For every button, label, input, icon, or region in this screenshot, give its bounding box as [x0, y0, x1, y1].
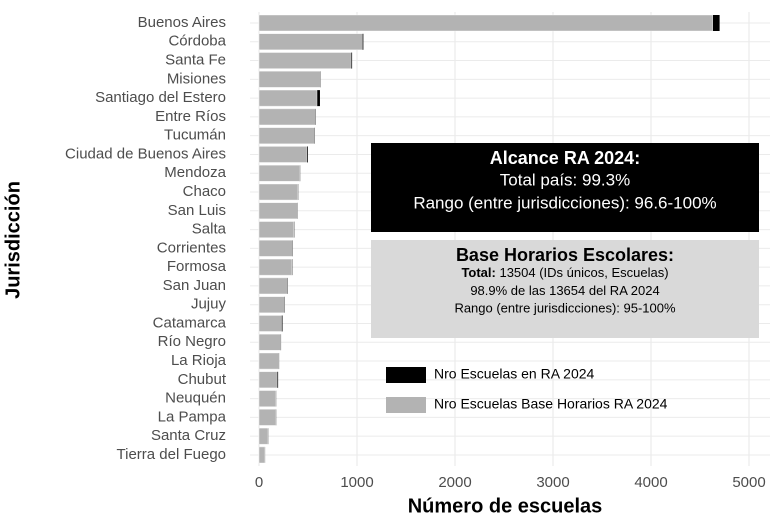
bar — [258, 71, 321, 88]
x-tick-label: 0 — [255, 474, 263, 491]
y-tick-label: Santa Fe — [165, 52, 226, 69]
x-tick-label: 1000 — [340, 474, 373, 491]
annotation-line: Rango (entre jurisdicciones): 95-100% — [454, 300, 676, 315]
y-tick-label: Chubut — [178, 371, 227, 388]
bar — [258, 146, 308, 163]
y-tick-label: San Juan — [163, 277, 226, 294]
bar — [258, 240, 293, 257]
y-tick-label: Santiago del Estero — [95, 89, 226, 106]
legend-label: Nro Escuelas en RA 2024 — [434, 366, 595, 382]
y-tick-label: Formosa — [167, 258, 227, 275]
bar — [258, 427, 269, 445]
y-tick-label: Santa Cruz — [151, 427, 226, 444]
legend-key — [386, 397, 426, 413]
y-tick-label: Tucumán — [164, 127, 226, 144]
annotation-line: 98.9% de las 13654 del RA 2024 — [470, 283, 659, 298]
annotation-title: Base Horarios Escolares: — [456, 245, 674, 265]
bar — [258, 371, 278, 389]
y-tick-label: Tierra del Fuego — [117, 446, 227, 463]
y-tick-label: Jujuy — [191, 296, 227, 313]
annotation-line: Total país: 99.3% — [500, 170, 630, 189]
x-tick-label: 2000 — [438, 474, 471, 491]
bar — [258, 14, 713, 32]
x-axis-label: Número de escuelas — [408, 495, 603, 516]
bar — [258, 277, 288, 295]
x-tick-label: 4000 — [634, 474, 667, 491]
bar — [258, 127, 315, 144]
bar — [258, 296, 285, 313]
y-tick-label: Córdoba — [168, 33, 226, 50]
legend-label: Nro Escuelas Base Horarios RA 2024 — [434, 396, 668, 412]
bar — [258, 315, 282, 332]
x-tick-label: 3000 — [536, 474, 569, 491]
y-tick-label: Buenos Aires — [138, 14, 226, 31]
bar — [258, 52, 352, 69]
bar — [258, 352, 279, 370]
annotation-title: Alcance RA 2024: — [490, 148, 640, 168]
bar — [258, 202, 298, 220]
y-tick-label: Río Negro — [158, 333, 226, 350]
bar — [258, 334, 281, 351]
bar — [258, 221, 294, 238]
y-tick-label: Neuquén — [165, 390, 226, 407]
y-tick-label: Ciudad de Buenos Aires — [65, 145, 226, 162]
x-tick-label: 5000 — [732, 474, 765, 491]
y-tick-label: Misiones — [167, 70, 226, 87]
y-tick-label: Chaco — [183, 183, 226, 200]
bar — [258, 183, 298, 201]
y-tick-label: La Rioja — [171, 352, 227, 369]
bar — [258, 409, 276, 426]
y-tick-label: San Luis — [168, 202, 226, 219]
annotation-box — [371, 143, 759, 232]
bar — [258, 446, 266, 464]
y-tick-label: Entre Ríos — [155, 108, 226, 125]
bar — [258, 165, 300, 182]
y-tick-label: Corrientes — [157, 239, 226, 256]
annotation-box — [371, 240, 759, 338]
annotation-text: 13504 (IDs únicos, Escuelas) — [496, 265, 669, 280]
bar — [258, 33, 363, 50]
bar — [258, 390, 277, 407]
annotation-bold: Total: — [461, 265, 495, 280]
bar — [258, 108, 316, 126]
y-tick-label: Mendoza — [164, 164, 226, 181]
bar — [258, 89, 318, 107]
annotation-line: Total: 13504 (IDs únicos, Escuelas) — [461, 265, 668, 280]
legend-key — [386, 367, 426, 383]
y-axis-label: Jurisdicción — [2, 181, 24, 299]
y-tick-label: Catamarca — [153, 314, 227, 331]
y-tick-label: La Pampa — [158, 408, 227, 425]
annotation-line: Rango (entre jurisdicciones): 96.6-100% — [413, 193, 716, 212]
y-tick-label: Salta — [192, 221, 227, 238]
bar — [258, 258, 293, 276]
